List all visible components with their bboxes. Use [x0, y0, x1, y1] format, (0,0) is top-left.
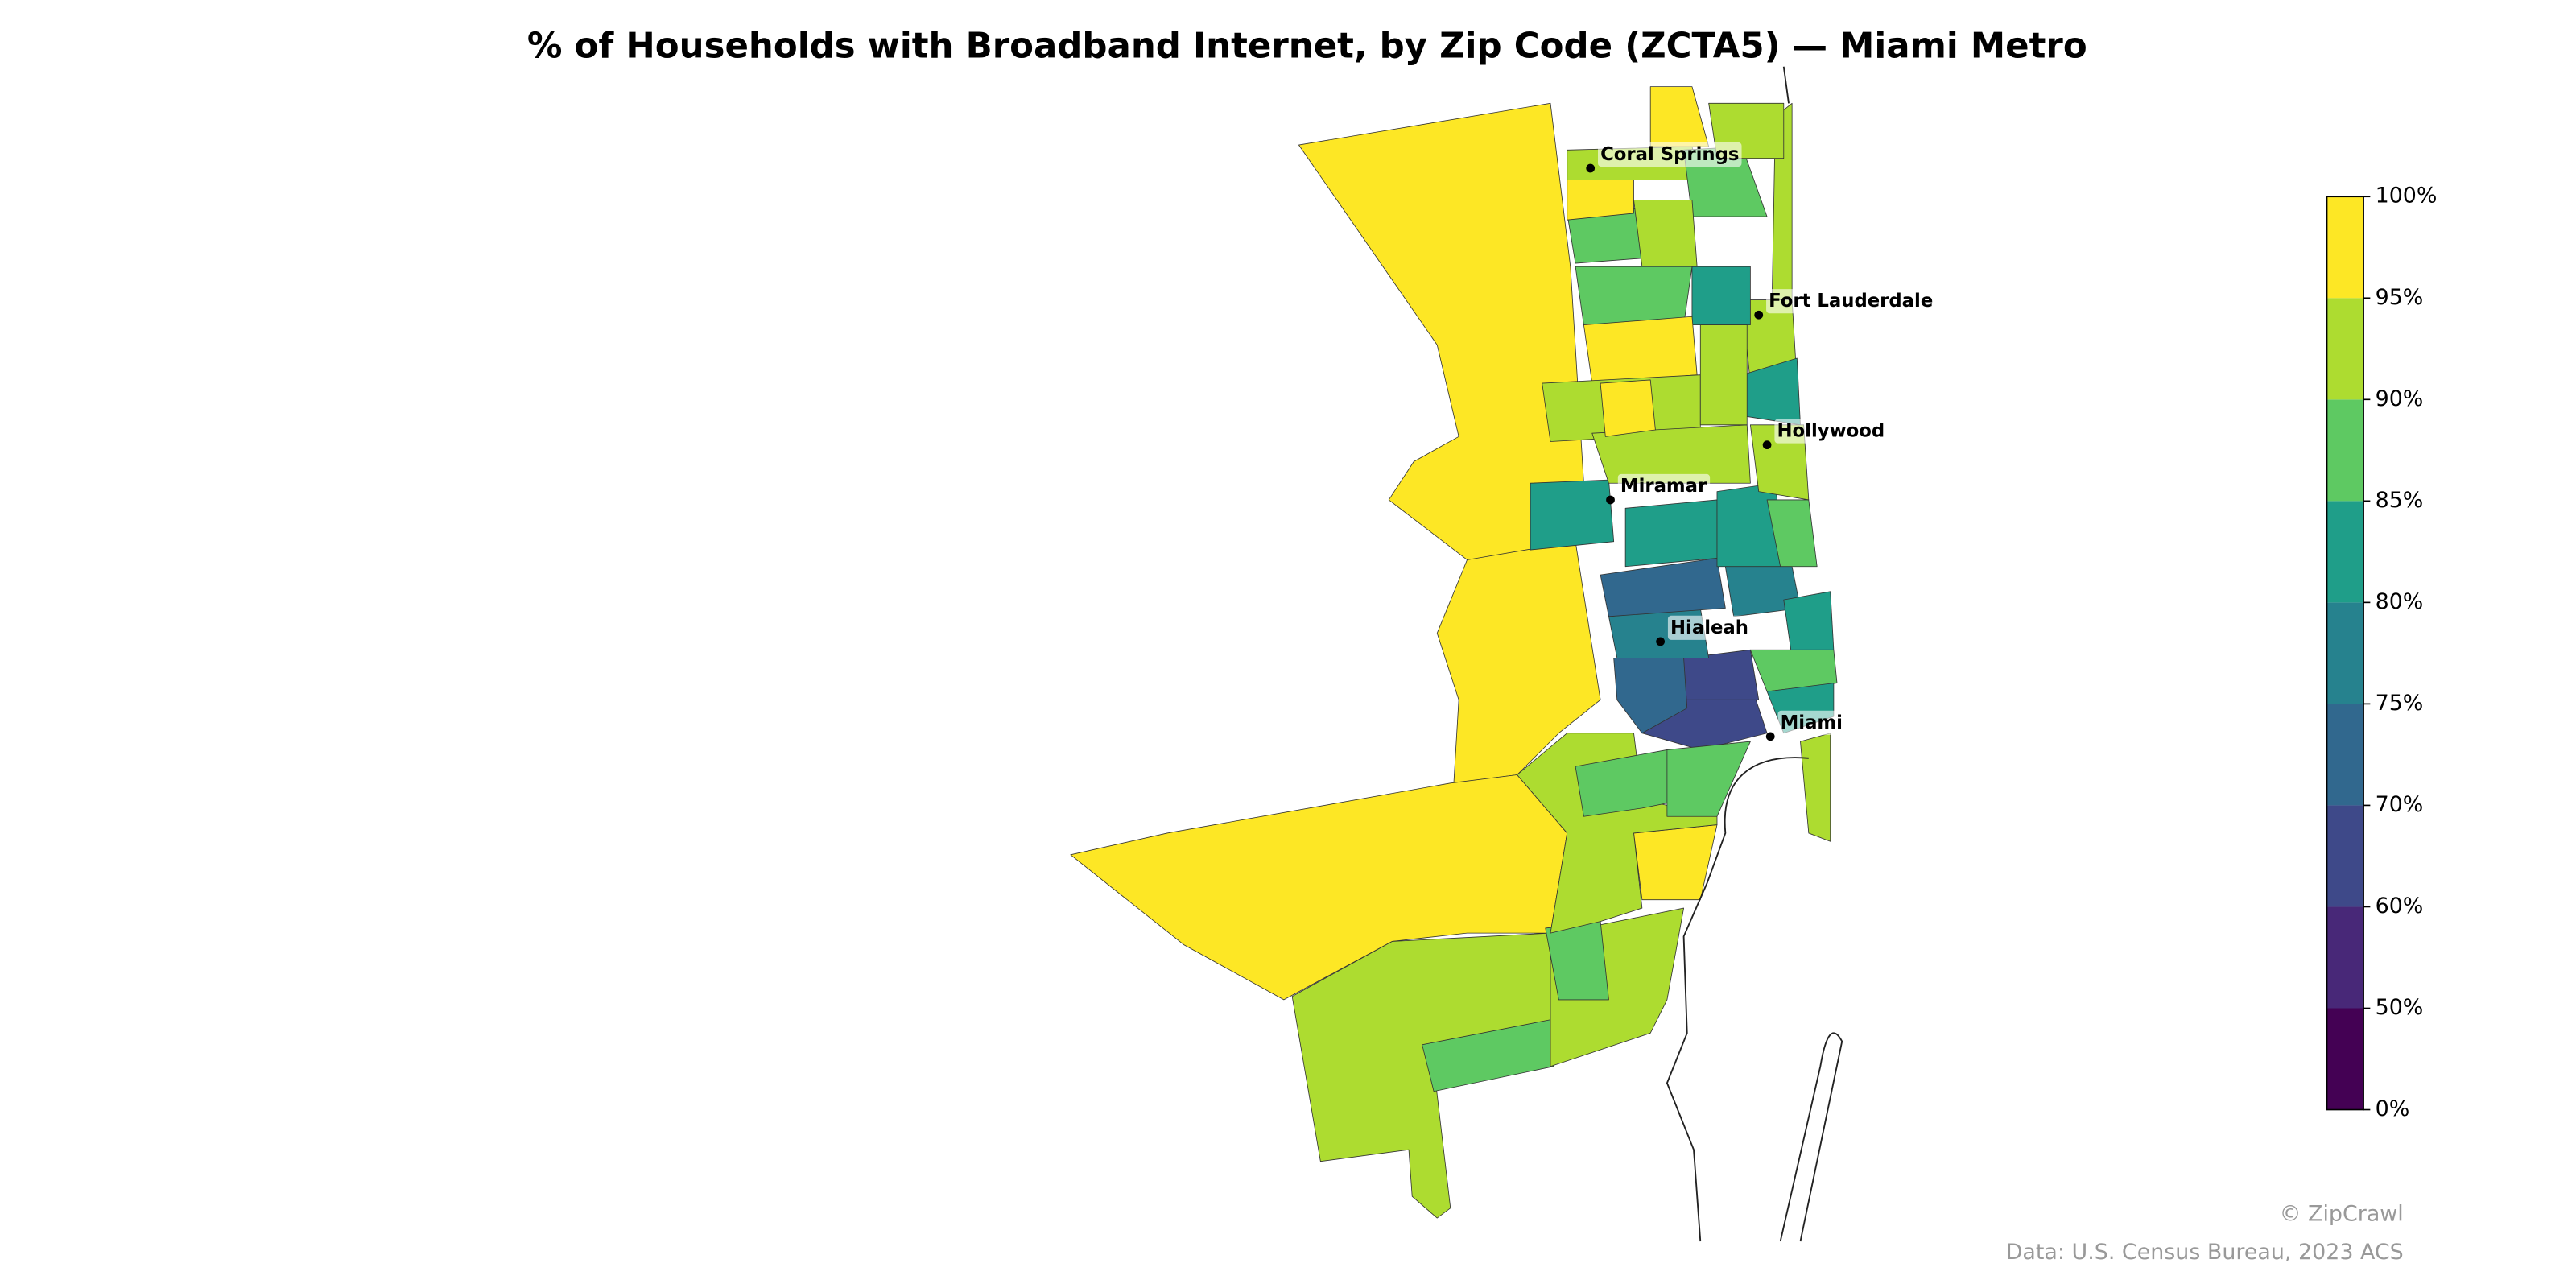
colorbar-bin [2326, 602, 2364, 704]
colorbar-bin [2326, 501, 2364, 603]
colorbar-bin [2326, 399, 2364, 502]
zip-region [1436, 541, 1601, 784]
colorbar-tick-label: 95% [2376, 285, 2424, 310]
colorbar-tick-label: 0% [2376, 1096, 2410, 1121]
city-dot [1765, 732, 1775, 741]
colorbar-frame [2326, 196, 2364, 1111]
colorbar-tick-label: 50% [2376, 995, 2424, 1020]
colorbar-tick-label: 90% [2376, 386, 2424, 411]
zip-region [1291, 932, 1601, 1219]
colorbar-bin [2326, 298, 2364, 400]
city-dot [1754, 310, 1764, 320]
zip-region [1800, 733, 1831, 842]
zip-region [1591, 424, 1751, 484]
zip-region [1749, 649, 1838, 692]
colorbar: 0% 50% 60% 70% 75% 80% 85% 90% 95% 100% [2326, 184, 2438, 1121]
city-dot [1762, 440, 1772, 450]
colorbar-tick-label: 60% [2376, 894, 2424, 919]
colorbar-tick-label: 85% [2376, 488, 2424, 513]
colorbar-tick-label: 80% [2376, 589, 2424, 614]
city-label-bg [1766, 289, 1936, 314]
city-dot [1656, 637, 1665, 646]
city-label: Fort Lauderdale [1769, 291, 1933, 312]
colorbar-bin [2326, 196, 2364, 299]
source-note: Data: U.S. Census Bureau, 2023 ACS [2006, 1240, 2404, 1265]
zip-region [1600, 557, 1726, 617]
colorbar-bin [2326, 704, 2364, 806]
colorbar-tick-label: 100% [2376, 184, 2438, 208]
zip-region [1583, 316, 1698, 384]
zip-region [1633, 199, 1698, 267]
barrier-island [1779, 1032, 1843, 1242]
city-label-bg [1617, 473, 1711, 498]
zip-region [1649, 86, 1710, 147]
zip-region [1575, 749, 1685, 817]
city-label-bg [1774, 419, 1888, 444]
city-dot [1586, 163, 1596, 173]
city-label: Hialeah [1670, 617, 1748, 638]
colorbar-tick-label: 70% [2376, 792, 2424, 817]
zip-region [1422, 1019, 1554, 1092]
colorbar-bin [2326, 906, 2364, 1009]
city-label: Coral Springs [1600, 144, 1739, 165]
zip-region [1691, 266, 1751, 326]
city-label-bg [1597, 142, 1742, 167]
zip-region [1699, 324, 1748, 426]
city-dot [1606, 495, 1615, 505]
zip-region [1666, 741, 1751, 817]
city-label-bg [1667, 615, 1752, 640]
coastline [1666, 66, 1809, 1242]
regions [1070, 86, 1838, 1219]
zip-region [1600, 379, 1656, 437]
city-labels: Coral Springs Fort Lauderdale Hollywood Mir… [1586, 142, 1936, 741]
colorbar-bin [2326, 1008, 2364, 1110]
city-label: Miami [1781, 712, 1843, 733]
credit: © ZipCrawl [2280, 1201, 2404, 1226]
colorbar-tick-label: 75% [2376, 691, 2424, 716]
zip-region [1575, 266, 1693, 326]
chart-title: % of Households with Broadband Internet,… [527, 27, 2087, 67]
zip-region [1783, 591, 1835, 659]
city-label-bg [1777, 710, 1846, 735]
zip-region [1530, 479, 1615, 551]
colorbar-bin [2326, 805, 2364, 907]
zip-region [1567, 180, 1634, 221]
zip-region [1613, 658, 1688, 734]
city-label: Miramar [1620, 476, 1707, 497]
zip-region [1766, 499, 1818, 568]
city-label: Hollywood [1777, 421, 1885, 442]
zip-region [1624, 499, 1718, 568]
